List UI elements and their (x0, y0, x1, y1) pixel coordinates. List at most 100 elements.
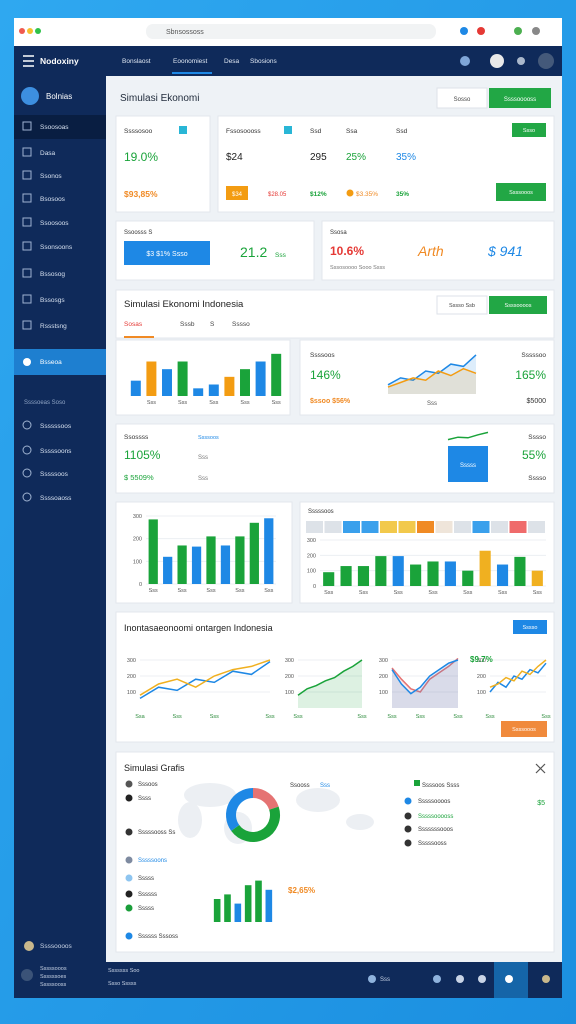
list-item[interactable]: Ssssss Sssoss (138, 934, 178, 940)
label: Ssd (396, 128, 408, 135)
line-area (392, 658, 458, 708)
nav-icon[interactable] (517, 57, 525, 65)
nav-link[interactable]: Desa (224, 58, 240, 65)
list-item[interactable]: Sssssooss Ss (138, 830, 175, 836)
sidebar-item[interactable]: Rssstsng (40, 323, 67, 330)
button-label[interactable]: Ssso (523, 128, 535, 134)
sidebar-item[interactable]: Bsseoa (40, 359, 62, 366)
sidebar-item[interactable]: Ssssoaoss (40, 495, 72, 502)
list-item[interactable]: Sssssooss (418, 841, 447, 847)
status-icon[interactable] (542, 975, 550, 983)
button-label[interactable]: $3 $1% Ssso (146, 251, 187, 258)
sidebar-item[interactable]: Ssoosoos (40, 220, 69, 227)
list-item[interactable]: Sssoos (138, 782, 158, 788)
nav-icon[interactable] (460, 56, 470, 66)
sidebar-item[interactable]: Sssssoons (40, 448, 72, 455)
sidebar-logo (21, 87, 39, 105)
sidebar-item[interactable]: Ssonos (40, 173, 62, 180)
badge-label: $3.35% (356, 191, 378, 198)
y-tick-label: 300 (477, 658, 486, 664)
status-icon[interactable] (368, 975, 376, 983)
list-item[interactable]: Ssssss (138, 892, 157, 898)
tab[interactable]: Sosas (124, 321, 143, 328)
button-label[interactable]: Sosso (454, 97, 471, 103)
list-item[interactable]: Sssssssooos (418, 827, 453, 833)
list-item[interactable]: Sssss (138, 876, 154, 882)
y-tick-label: 100 (477, 690, 486, 696)
button-label[interactable]: Sssso (523, 625, 538, 631)
list-item[interactable]: Ssss (138, 796, 151, 802)
button[interactable] (436, 87, 488, 109)
list-item[interactable]: Sssssooooss (418, 814, 453, 820)
section-title: Simulasi Ekonomi Indonesia (124, 299, 244, 310)
list-icon (404, 812, 412, 820)
button[interactable] (513, 620, 547, 634)
browser-icon[interactable] (532, 27, 540, 35)
line-area (392, 660, 458, 708)
button[interactable] (489, 296, 547, 314)
button-label[interactable]: Ssssooos (509, 190, 533, 196)
status-icon[interactable] (505, 975, 513, 983)
bar (177, 545, 187, 584)
browser-icon[interactable] (460, 27, 468, 35)
line (489, 659, 547, 688)
line-area (298, 660, 362, 708)
button[interactable] (436, 295, 488, 315)
sidebar-item[interactable]: Bssosgs (40, 297, 65, 304)
sidebar-icon (23, 358, 31, 366)
sidebar-item[interactable]: Ssssssoos (40, 423, 72, 430)
sidebar-item[interactable]: Ssoosoas (40, 124, 69, 131)
address-bar[interactable] (146, 24, 436, 39)
nav-icon[interactable] (538, 53, 554, 69)
sidebar-item[interactable]: Ssonsoons (40, 244, 73, 251)
kpi-value: 146% (310, 368, 341, 382)
sidebar-item[interactable]: Bssosog (40, 271, 65, 278)
sidebar-title: Bolnias (46, 92, 72, 101)
address-text: Sbnsossoss (166, 29, 204, 36)
label: Ssa (346, 128, 358, 135)
button[interactable] (512, 123, 546, 137)
list-item[interactable]: Sssss (138, 906, 154, 912)
button[interactable] (501, 721, 547, 737)
badge-label: $28.05 (268, 192, 287, 198)
button[interactable] (489, 88, 551, 108)
sidebar-icon (22, 268, 32, 278)
button-label[interactable]: Sssso Ssb (449, 303, 475, 309)
button-label[interactable]: Ssssooos (512, 727, 536, 733)
nav-link[interactable]: Sbosions (250, 58, 277, 65)
nav-link[interactable]: Eoonomiest (173, 58, 208, 65)
button[interactable] (124, 241, 210, 265)
sidebar-selected (14, 115, 106, 139)
avatar[interactable] (490, 54, 504, 68)
button-label[interactable]: Ssssooooss (504, 97, 536, 103)
tab[interactable]: S (210, 321, 215, 328)
x-tick-label: Sss (394, 590, 403, 596)
status-icon[interactable] (433, 975, 441, 983)
button[interactable] (496, 183, 546, 201)
sidebar-item[interactable]: Bsosoos (40, 196, 66, 203)
y-tick-label: 200 (307, 553, 316, 559)
status-icon[interactable] (478, 975, 486, 983)
tab[interactable]: Sssso (232, 321, 250, 328)
window-dot (19, 28, 25, 34)
kpi-index: $ 941 (487, 243, 523, 259)
browser-icon[interactable] (514, 27, 522, 35)
tab[interactable]: Sssb (180, 321, 195, 328)
map-shape (178, 802, 202, 838)
browser-icon[interactable] (477, 27, 485, 35)
list-item[interactable]: Sssssoons (138, 858, 167, 864)
kpi-value: 35% (396, 152, 416, 163)
sidebar-item[interactable]: Dasa (40, 150, 56, 157)
label: Ssssoos (198, 435, 219, 441)
list-icon (404, 839, 412, 847)
bar (193, 388, 204, 396)
kpi-value: 19.0% (124, 150, 158, 164)
nav-link[interactable]: Bonslaost (122, 58, 151, 65)
button-label[interactable]: Ssssoooos (505, 303, 532, 309)
line (139, 659, 271, 696)
status-icon[interactable] (456, 975, 464, 983)
sidebar-icon (22, 420, 32, 430)
list-item[interactable]: Sssssoooos (418, 799, 450, 805)
sidebar-item[interactable]: Sssssoos (40, 471, 69, 478)
x-tick-label: Sss (293, 714, 302, 720)
